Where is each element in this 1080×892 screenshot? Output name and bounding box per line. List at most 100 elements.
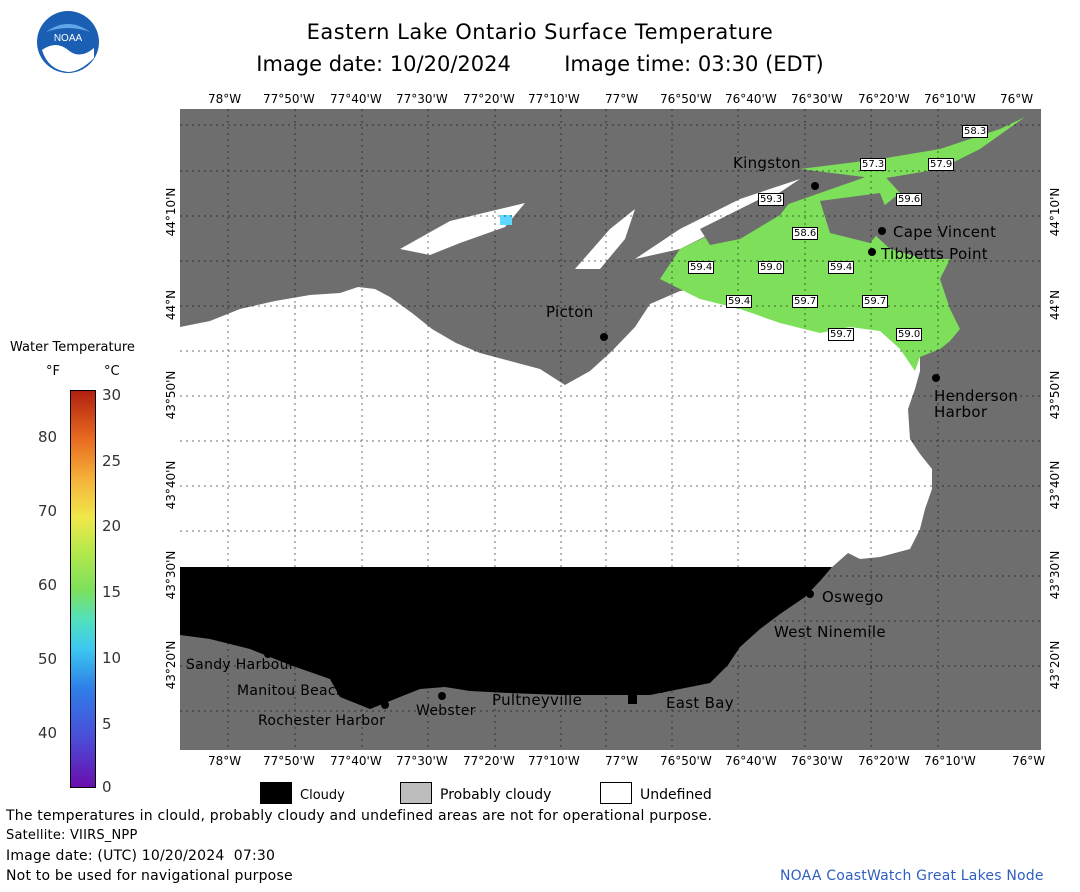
- east-bay-square: [628, 695, 637, 704]
- place-cape-vincent: Cape Vincent: [893, 223, 997, 241]
- lon-tick: 76°W: [1012, 754, 1046, 768]
- city-markers: [264, 182, 940, 709]
- place-webster: Webster: [416, 703, 476, 719]
- cape-vincent-marker: [878, 227, 886, 235]
- footer-utc-date: Image date: (UTC) 10/20/2024 07:30: [6, 848, 276, 864]
- svg-text:NOAA: NOAA: [54, 33, 83, 44]
- temp-label: 59.4: [726, 295, 753, 308]
- temp-label: 57.3: [860, 158, 887, 171]
- lat-tick: 44°N: [1048, 289, 1062, 321]
- lon-tick: 76°W: [1000, 92, 1034, 106]
- place-harbor: Harbor: [934, 403, 988, 421]
- top-longitude-axis: 78°W 77°50'W 77°40'W 77°30'W 77°20'W 77°…: [0, 92, 1080, 108]
- cool-water-pixel: [500, 215, 512, 225]
- footer-navigation: Not to be used for navigational purpose: [6, 868, 293, 884]
- temp-label: 59.0: [896, 328, 923, 341]
- temp-label: 57.9: [928, 158, 955, 171]
- lon-tick: 77°20'W: [463, 754, 515, 768]
- legend-undefined-swatch: [600, 782, 632, 804]
- colorbar-c-tick: 10: [102, 649, 122, 667]
- legend-cloudy-label: Cloudy: [300, 788, 345, 803]
- lat-tick: 44°N: [164, 289, 178, 321]
- lat-tick: 43°50'N: [1048, 370, 1062, 420]
- lat-tick: 44°10'N: [164, 187, 178, 237]
- place-picton: Picton: [546, 303, 594, 321]
- temp-label: 59.3: [758, 193, 785, 206]
- west-ninemile-marker: [760, 614, 768, 622]
- lat-tick: 43°40'N: [1048, 460, 1062, 510]
- temp-label: 58.3: [962, 125, 989, 138]
- colorbar-unit-f: °F: [46, 364, 60, 379]
- manitou-marker: [339, 675, 347, 683]
- colorbar-title: Water Temperature: [10, 340, 135, 355]
- lon-tick: 76°40'W: [725, 754, 777, 768]
- footer-satellite: Satellite: VIIRS_NPP: [6, 828, 138, 843]
- rochester-marker: [381, 701, 389, 709]
- lon-tick: 76°30'W: [791, 92, 843, 106]
- webster-marker: [438, 692, 446, 700]
- colorbar-c-tick: 5: [102, 715, 112, 733]
- noaa-logo: NOAA: [36, 10, 100, 74]
- colorbar-c-tick: 0: [102, 778, 112, 796]
- lon-tick: 76°20'W: [858, 754, 910, 768]
- quinte-water-2: [575, 209, 635, 269]
- east-bay-marker: [657, 685, 665, 693]
- lon-tick: 77°10'W: [528, 92, 580, 106]
- temp-label: 59.4: [688, 261, 715, 274]
- picton-marker: [600, 333, 608, 341]
- colorbar-gradient: [70, 390, 96, 788]
- place-kingston: Kingston: [733, 154, 801, 172]
- oswego-marker: [806, 590, 814, 598]
- image-datetime: Image date: 10/20/2024 Image time: 03:30…: [0, 52, 1080, 76]
- place-rochester-harbor: Rochester Harbor: [258, 713, 386, 729]
- lon-tick: 76°50'W: [660, 92, 712, 106]
- temp-label: 59.6: [896, 193, 923, 206]
- lon-tick: 76°40'W: [725, 92, 777, 106]
- cloud-band: [180, 567, 832, 709]
- lat-tick: 43°20'N: [1048, 640, 1062, 690]
- lon-tick: 77°20'W: [463, 92, 515, 106]
- temp-label: 59.0: [758, 261, 785, 274]
- lat-tick: 44°10'N: [1048, 187, 1062, 237]
- lon-tick: 78°W: [208, 92, 242, 106]
- warm-water-area-2: [800, 117, 1025, 179]
- henderson-marker: [932, 374, 940, 382]
- temp-label: 59.7: [862, 295, 889, 308]
- legend-probably-cloudy-swatch: [400, 782, 432, 804]
- pultneyville-marker: [540, 683, 548, 691]
- lon-tick: 76°50'W: [660, 754, 712, 768]
- colorbar-f-tick: 40: [38, 724, 58, 742]
- lat-tick: 43°30'N: [1048, 550, 1062, 600]
- colorbar-f-tick: 50: [38, 650, 58, 668]
- lon-tick: 77°30'W: [396, 92, 448, 106]
- place-pultneyville: Pultneyville: [492, 691, 583, 709]
- lon-tick: 76°30'W: [791, 754, 843, 768]
- temp-label: 59.4: [828, 261, 855, 274]
- legend-probably-cloudy-label: Probably cloudy: [440, 787, 552, 803]
- lon-tick: 77°10'W: [528, 754, 580, 768]
- place-tibbetts-point: Tibbetts Point: [881, 245, 988, 263]
- graticule: [180, 109, 1041, 750]
- temp-label: 58.6: [792, 227, 819, 240]
- sandy-harbour-marker: [264, 650, 272, 658]
- colorbar-f-tick: 80: [38, 428, 58, 446]
- place-west-ninemile: West Ninemile: [774, 623, 886, 641]
- place-henderson: Henderson: [934, 387, 1019, 405]
- lon-tick: 77°W: [605, 92, 639, 106]
- footer-credit: NOAA CoastWatch Great Lakes Node: [780, 868, 1044, 884]
- lon-tick: 76°10'W: [924, 754, 976, 768]
- place-manitou-beach: Manitou Beach: [237, 683, 346, 699]
- lon-tick: 76°10'W: [924, 92, 976, 106]
- legend-cloudy-swatch: [260, 782, 292, 804]
- temp-label: 59.7: [828, 328, 855, 341]
- bottom-longitude-axis: 78°W 77°50'W 77°40'W 77°30'W 77°20'W 77°…: [0, 754, 1080, 770]
- colorbar-c-tick: 20: [102, 517, 122, 535]
- temp-label: 59.7: [792, 295, 819, 308]
- kingston-marker: [811, 182, 819, 190]
- colorbar-f-tick: 60: [38, 576, 58, 594]
- tibbetts-point-marker: [868, 248, 876, 256]
- legend-undefined-label: Undefined: [640, 787, 712, 803]
- lon-tick: 77°30'W: [396, 754, 448, 768]
- colorbar-unit-c: °C: [104, 364, 120, 379]
- map-panel: 58.3 57.3 57.9 59.3 59.6 58.6 59.4 59.0 …: [180, 109, 1041, 750]
